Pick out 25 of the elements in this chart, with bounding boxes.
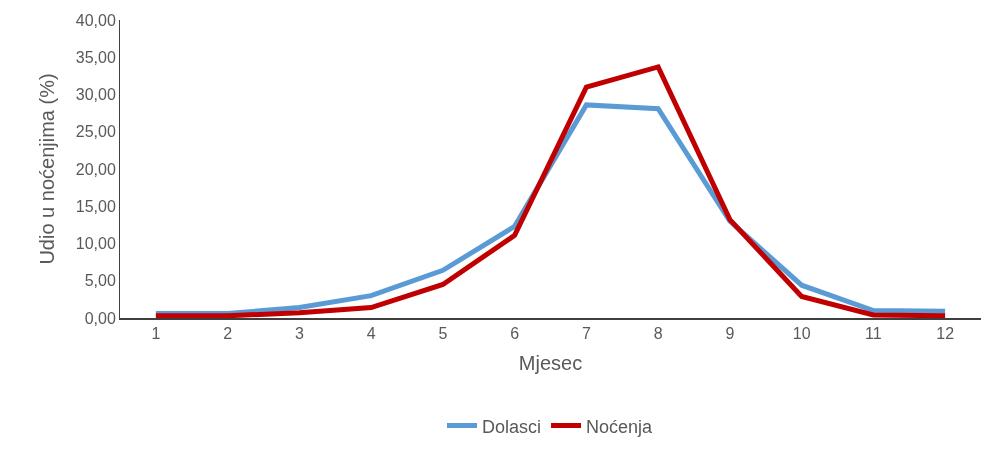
y-tick-label: 25,00 (75, 123, 116, 141)
x-tick-label: 6 (510, 325, 520, 343)
y-tick-label: 30,00 (75, 86, 116, 104)
y-tick-label: 40,00 (75, 11, 116, 29)
x-tick-label: 10 (792, 325, 811, 343)
y-tick-label: 5,00 (84, 272, 116, 290)
x-tick-label: 1 (151, 325, 161, 343)
x-tick-label: 3 (294, 325, 304, 343)
x-axis-title: Mjesec (518, 352, 583, 375)
y-tick-label: 10,00 (75, 235, 116, 253)
x-tick-label: 2 (223, 325, 233, 343)
y-tick-label: 0,00 (84, 309, 116, 327)
legend-label: Noćenja (586, 416, 654, 437)
y-tick-label: 35,00 (75, 48, 116, 66)
x-tick-label: 11 (865, 325, 882, 343)
x-tick-label: 8 (653, 325, 663, 343)
y-tick-label: 15,00 (75, 197, 116, 215)
x-tick-label: 12 (936, 325, 955, 343)
legend-label: Dolasci (482, 416, 542, 437)
x-tick-label: 9 (725, 325, 735, 343)
y-tick-label: 20,00 (75, 160, 116, 178)
y-axis-title: Udio u noćenjima (%) (36, 73, 59, 265)
x-tick-label: 5 (438, 325, 448, 343)
x-tick-label: 7 (581, 325, 591, 343)
x-tick-label: 4 (366, 325, 376, 343)
